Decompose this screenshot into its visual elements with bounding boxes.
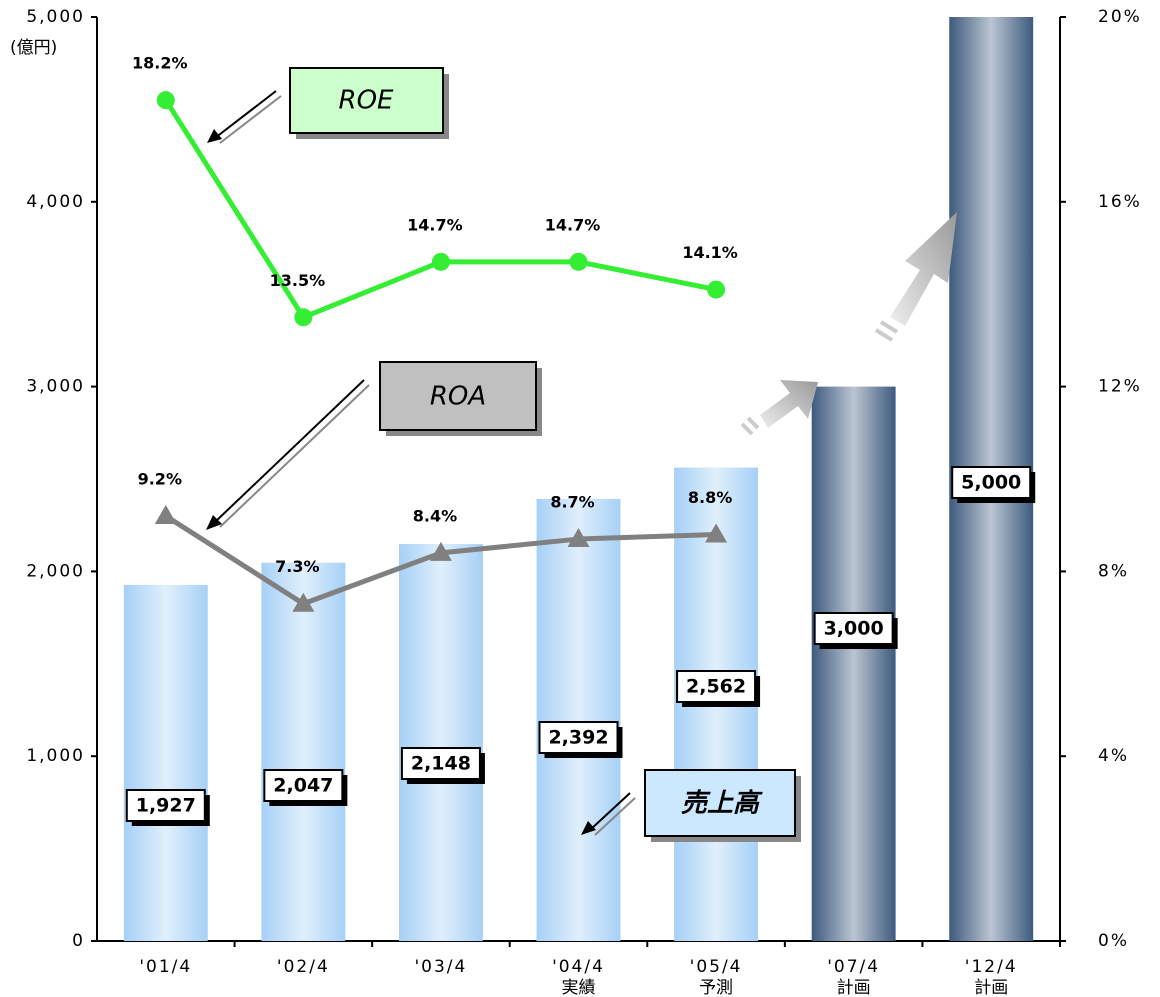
x-tick-sublabel: 計画 [837,978,871,997]
value-label: 2,562 [686,676,746,698]
lines [154,91,728,612]
marker [294,308,313,327]
y-tick-label: 5,000 [26,7,85,27]
x-tick-label: '02/4 [277,957,330,977]
y2-tick-label: 12% [1098,377,1142,397]
bar [123,584,208,941]
x-tick-label: '04/4 [552,957,605,977]
x-tick-label: '01/4 [139,957,192,977]
labels: 1,927 2,047 2,148 2,392 2,562 3,000 5,000 18.2%… [125,54,1036,826]
callout-box [289,67,444,134]
pointer [219,384,370,528]
x-tick-sublabel: 計画 [974,978,1008,997]
marker [156,91,175,110]
x-tick-label: '03/4 [414,957,467,977]
x-tick-label: '05/4 [690,957,743,977]
point-label: 14.1% [682,243,738,262]
marker [705,523,728,543]
x-tick-sublabel: 予測 [699,978,733,997]
bar [261,562,346,941]
legend-label: 売上高 [681,789,763,819]
pointer-head [206,515,222,530]
callout-roe: ROE [207,67,449,144]
callout-box [644,769,796,837]
y-unit: (億円) [10,38,57,58]
callout-sales: 売上高 [581,769,801,842]
pointer [214,379,365,523]
point-label: 7.3% [275,557,319,576]
point-label: 18.2% [132,54,188,73]
marker [707,280,726,299]
point-label: 8.4% [413,506,457,525]
arrow-dash [740,422,754,436]
arrow-dash [746,416,760,430]
bar [536,498,621,941]
legend-label: ROA [430,382,486,412]
arrow [760,380,818,428]
x-tick-label: '07/4 [827,957,880,977]
pointer [219,95,282,144]
y-tick-label: 3,000 [26,377,85,397]
y-tick-label: 1,000 [26,746,85,766]
arrow-dash [874,328,894,342]
pointer-head [581,821,596,835]
value-label: 1,927 [136,795,196,817]
value-label: 2,148 [411,753,471,775]
point-label: 9.2% [138,469,182,488]
value-label-box [538,721,619,754]
arrow [890,212,957,326]
pointer-head [207,129,222,143]
value-label-box [125,789,206,822]
axes: 0 1,000 2,000 3,000 4,000 5,000 0% 4% 8% 12% 16% 20… [26,7,1142,997]
value-label-box [400,747,481,780]
y-tick-label: 0 [72,931,85,951]
x-tick-label: '12/4 [965,957,1018,977]
value-label: 2,047 [273,775,333,797]
y2-tick-label: 0% [1098,931,1129,951]
y-tick-label: 4,000 [26,192,85,212]
y2-tick-label: 20% [1098,7,1142,27]
growth-arrows [740,212,957,436]
point-label: 14.7% [407,215,463,234]
value-label: 3,000 [824,618,884,640]
pointer [214,90,277,139]
marker [431,252,450,271]
point-label: 14.7% [545,215,601,234]
value-label-box [813,612,894,645]
marker [567,528,590,548]
value-label: 5,000 [961,472,1021,494]
callout-roa: ROA [206,361,542,530]
x-tick-sublabel: 実績 [562,978,596,997]
point-label: 8.8% [688,488,732,507]
marker [429,541,452,561]
pointer [589,792,631,831]
value-label-box [676,670,757,703]
bar [398,544,483,941]
value-label-box [951,466,1032,499]
marker [569,252,588,271]
y2-tick-label: 4% [1098,746,1129,766]
y2-tick-label: 16% [1098,192,1142,212]
value-label: 2,392 [548,727,608,749]
point-label: 13.5% [270,271,326,290]
callout-box [379,361,537,431]
point-label: 8.7% [550,493,594,512]
bar [811,386,896,942]
arrow-dash [879,320,899,334]
marker [292,592,315,612]
y2-tick-label: 8% [1098,561,1129,581]
pointer [594,797,636,836]
marker [154,504,177,524]
legend-label: ROE [339,86,395,116]
value-label-box [263,769,344,802]
y-tick-label: 2,000 [26,561,85,581]
